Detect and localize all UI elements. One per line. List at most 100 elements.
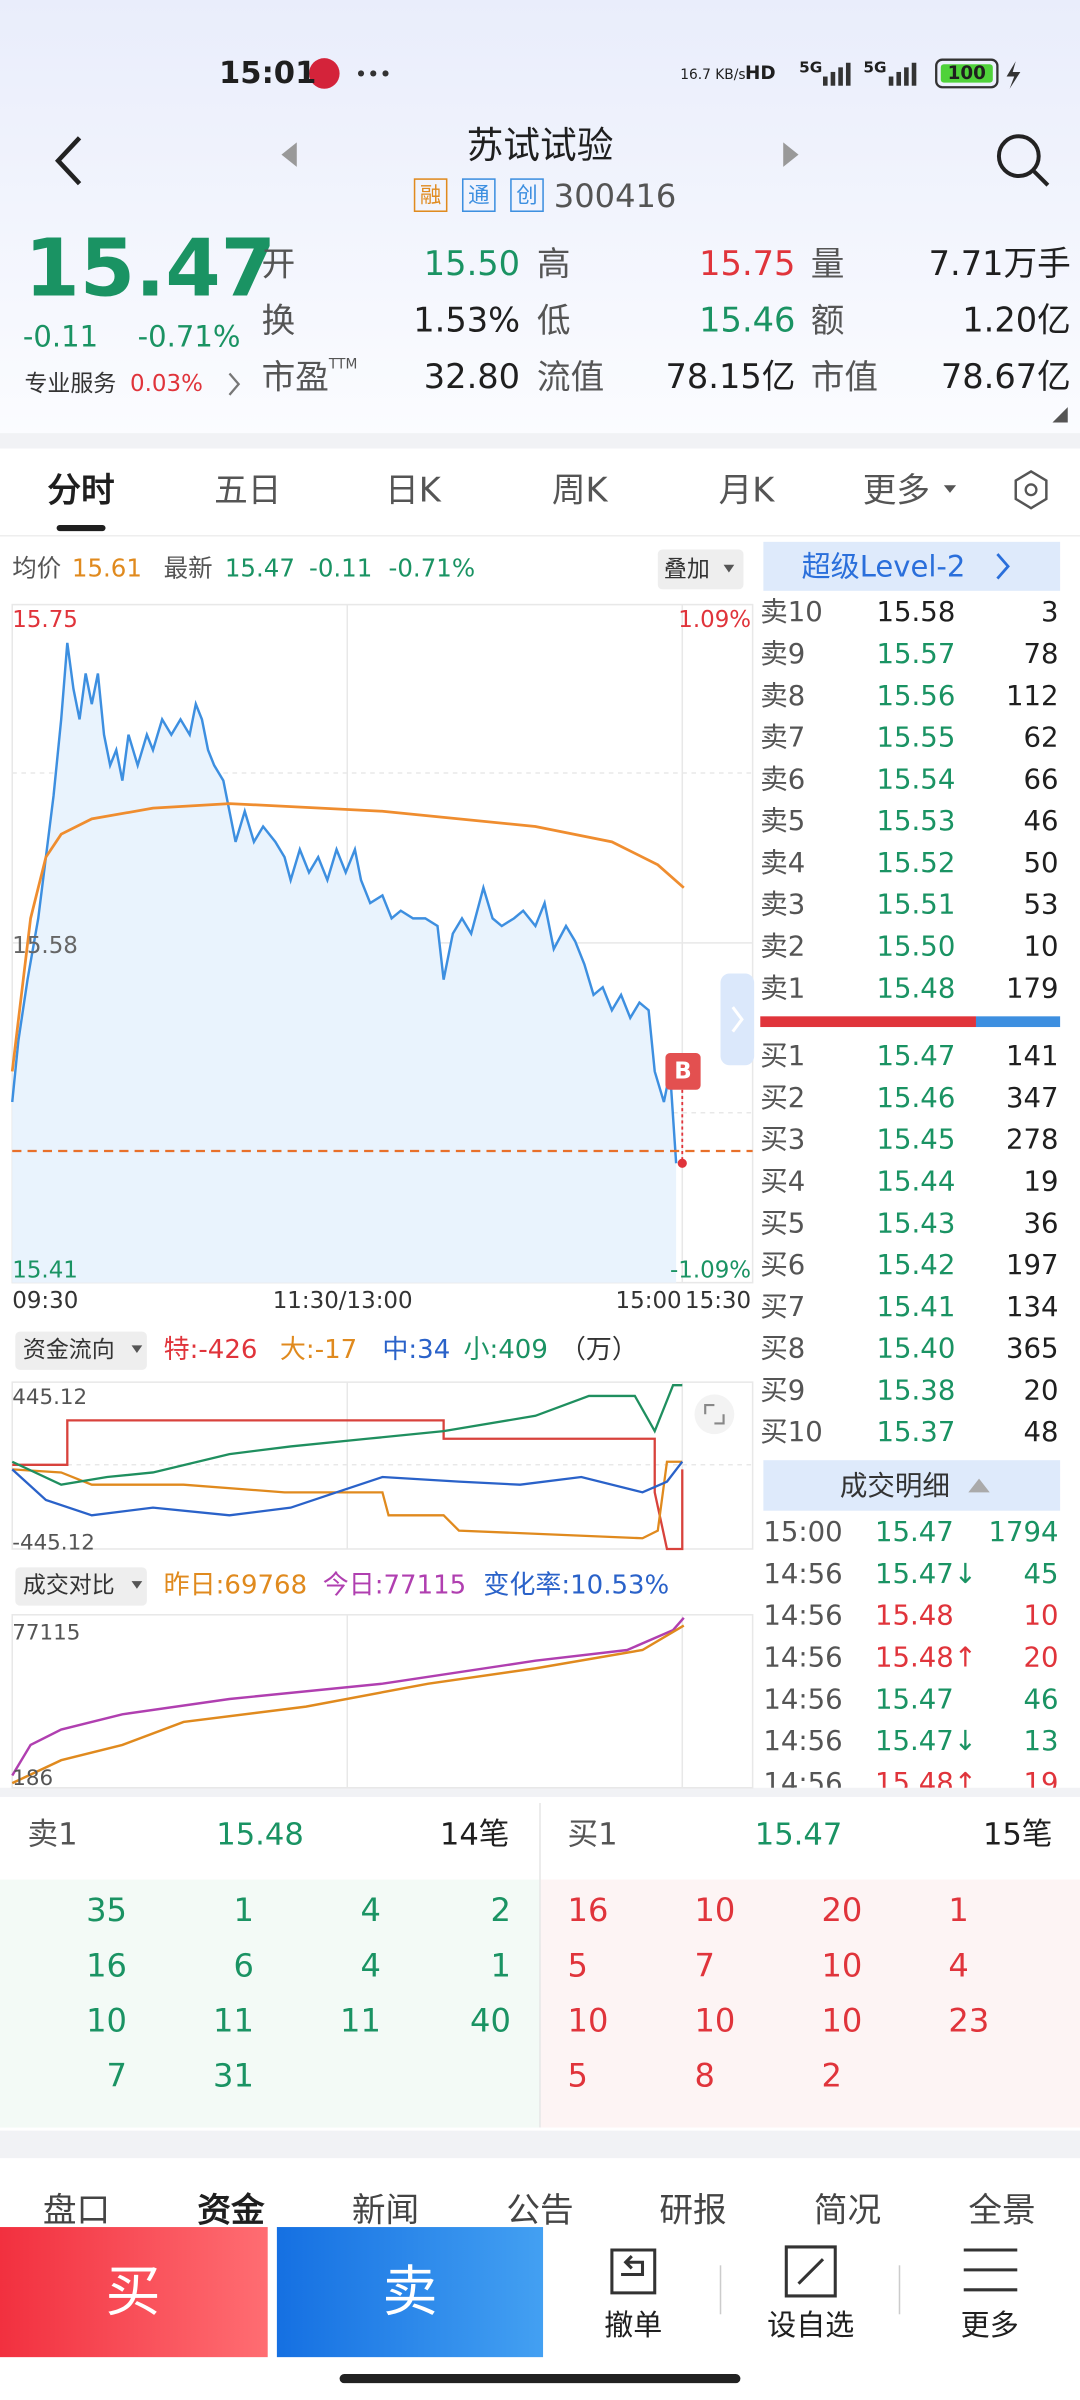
text-part: 15.47 [875,1516,954,1548]
book-price: 15.47 [877,1040,956,1072]
tag-box [510,178,544,212]
flow-line-large [12,1460,683,1540]
volume-selector[interactable] [15,1567,147,1606]
service-value: 0.03% [130,371,203,397]
sell-button[interactable] [276,2227,544,2358]
text-part: 69768 [224,1571,307,1601]
tab[interactable]: 更多 [863,470,930,509]
dropdown-arrow [723,564,735,573]
trades-header[interactable] [763,1460,1061,1511]
volume-label[interactable]: 成交对比 [23,1573,115,1599]
book-label: 卖3 [760,889,805,921]
overlay-label[interactable]: 叠加 [664,556,710,582]
trade-time: 14:56 [763,1641,842,1673]
book-volume: 50 [1024,847,1059,879]
tab[interactable]: 月K [719,470,776,509]
marker-badge[interactable] [665,1053,701,1090]
side-expand-arrow [731,1006,744,1033]
book-label: 买7 [760,1291,805,1323]
bottom-tab[interactable]: 全景 [968,2191,1035,2230]
network-speed: 16.7 KB/s [680,67,745,83]
back-button[interactable] [54,136,82,186]
x-label: 11:30/13:00 [273,1288,413,1314]
field-value: 78.67亿 [941,357,1071,396]
queue-order: 10 [695,1891,736,1929]
trade-volume: 1794 [989,1516,1059,1548]
text-part: 昨日: [164,1571,225,1601]
book-label: 卖5 [760,805,805,837]
book-label: 卖8 [760,680,805,712]
queue-order: 7 [695,1946,715,1984]
trade-price: 15.48 [875,1600,954,1632]
book-price: 15.48 [877,972,956,1004]
expand-corner[interactable] [1052,407,1068,423]
trade-arrow: ↑ [954,1767,977,1799]
book-price: 15.37 [877,1416,956,1448]
level2-header[interactable] [763,541,1061,591]
bottom-tab[interactable]: 盘口 [43,2191,110,2230]
text-part: 今日: [323,1571,384,1601]
tab[interactable]: 日K [385,470,442,509]
level2-title[interactable]: 超级Level-2 [802,549,966,583]
queue-label: 卖1 [28,1818,78,1853]
bottom-tab[interactable]: 新闻 [352,2191,419,2230]
queue-order: 23 [948,2001,989,2039]
action-label[interactable]: 撤单 [604,2308,662,2342]
more-dots [357,70,389,77]
level2-chevron [996,553,1010,580]
dropdown-arrow [131,1345,143,1354]
sell-label[interactable]: 卖 [382,2259,437,2323]
change-pct: -0.71% [138,320,241,354]
text-part: TTM [328,356,357,372]
buy-button[interactable] [0,2227,268,2358]
pct-high: 1.09% [678,607,751,633]
y-mid: 15.58 [12,933,78,959]
field-value: 78.15亿 [665,357,795,396]
bottom-tab[interactable]: 研报 [659,2191,726,2230]
bottom-tab[interactable]: 公告 [506,2191,573,2230]
tab[interactable]: 周K [552,470,609,509]
flow-unit: （万） [560,1335,638,1365]
queue-price: 15.48 [216,1818,304,1853]
book-label: 买1 [760,1040,805,1072]
active-tab-underline [56,525,106,532]
action-label[interactable]: 更多 [961,2308,1019,2342]
book-price: 15.55 [877,722,956,754]
side-expand[interactable] [720,973,755,1066]
search-button[interactable] [996,134,1050,187]
buy-label[interactable]: 买 [106,2259,161,2323]
bottom-tab[interactable]: 简况 [814,2191,881,2230]
prev-stock[interactable] [281,142,297,167]
settings-dot [1024,483,1038,497]
status-icon: HD [745,63,776,84]
book-volume: 46 [1024,805,1059,837]
trade-price: 15.48↑ [875,1641,977,1673]
text-part: 10.53% [570,1571,669,1601]
pct-low: -1.09% [670,1257,751,1283]
latest-label: 最新 [164,553,213,582]
fullscreen-button[interactable] [694,1394,735,1435]
tab[interactable]: 分时 [47,470,114,509]
fund-flow-label[interactable]: 资金流向 [23,1337,115,1363]
book-label: 买6 [760,1249,805,1281]
text-part: 变化率: [483,1571,570,1601]
book-volume: 20 [1024,1374,1059,1406]
bottom-tab[interactable]: 资金 [197,2191,265,2230]
tag: 融 [420,183,441,208]
next-stock[interactable] [783,142,799,167]
change-rate: 变化率:10.53% [483,1571,669,1601]
service-chevron[interactable] [228,372,241,396]
latest-value: 15.47 [225,553,295,582]
trade-arrow: ↓ [954,1725,977,1757]
action-label[interactable]: 设自选 [767,2308,854,2342]
overlay-button[interactable] [657,549,744,590]
settings-hexagon[interactable] [1014,470,1048,510]
latest-change: -0.11 [309,553,372,582]
tab[interactable]: 五日 [214,470,281,509]
trades-title[interactable]: 成交明细 [840,1470,950,1502]
fund-flow-selector[interactable] [15,1331,147,1370]
trade-volume: 46 [1024,1683,1059,1715]
field-label: 市值 [811,357,878,396]
field-value: 15.46 [699,300,795,339]
bid-queue-background [540,1879,1080,2128]
